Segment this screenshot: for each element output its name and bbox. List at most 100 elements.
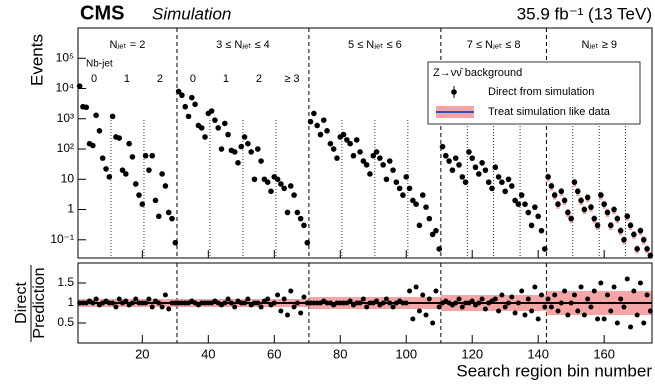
legend-label: Treat simulation like data	[488, 106, 611, 118]
ratio-point	[628, 324, 634, 330]
data-point	[297, 215, 304, 222]
data-point	[357, 149, 363, 155]
data-point	[241, 134, 248, 140]
data-point	[353, 137, 360, 143]
ratio-point	[380, 300, 386, 306]
ratio-point	[222, 300, 228, 306]
ratio-point	[347, 298, 353, 304]
ratio-point	[129, 300, 135, 306]
x-label: Search region bin number	[456, 361, 652, 380]
nb-label: 1	[223, 73, 229, 85]
data-point	[426, 215, 433, 222]
data-point	[390, 167, 396, 173]
data-point	[350, 152, 357, 159]
ratio-point	[506, 300, 511, 306]
ratio-point	[275, 292, 281, 298]
y-tick-label: 10⁴	[55, 81, 74, 95]
ratio-point	[357, 300, 363, 306]
ratio-point	[548, 304, 554, 310]
ratio-point	[288, 288, 294, 294]
data-point	[179, 92, 185, 99]
y-tick-label: 10⁻¹	[50, 232, 74, 246]
data-point	[515, 201, 522, 208]
x-tick-label: 160	[593, 346, 615, 361]
ratio-point	[360, 296, 366, 302]
data-point	[139, 201, 146, 208]
data-point	[545, 174, 551, 180]
data-point	[611, 206, 617, 213]
data-point	[518, 192, 525, 198]
data-point	[307, 118, 314, 125]
data-point	[156, 213, 162, 220]
data-point	[624, 213, 631, 220]
ratio-point	[159, 304, 165, 310]
data-point	[631, 231, 637, 238]
data-point	[413, 201, 419, 208]
data-point	[459, 174, 466, 180]
data-point	[106, 174, 113, 180]
ratio-point	[519, 288, 525, 294]
ratio-point	[608, 308, 614, 314]
data-point	[294, 209, 301, 216]
data-point	[489, 185, 495, 192]
x-tick-label: 80	[333, 346, 347, 361]
data-point	[594, 222, 601, 229]
data-point	[152, 197, 159, 204]
ratio-point	[591, 288, 597, 294]
ratio-point	[604, 292, 610, 298]
legend-title: Z→νν̄ background	[433, 67, 522, 79]
status: Simulation	[152, 4, 231, 23]
ratio-point	[162, 292, 168, 298]
data-point	[165, 209, 172, 216]
data-point	[136, 192, 142, 198]
data-point	[403, 174, 410, 180]
data-point	[400, 192, 406, 198]
data-point	[367, 171, 373, 177]
data-point	[449, 167, 456, 173]
data-point	[621, 236, 627, 243]
data-point	[235, 160, 241, 166]
data-point	[535, 213, 541, 220]
data-point	[287, 183, 294, 189]
data-point	[541, 246, 548, 252]
ratio-point	[522, 312, 528, 318]
data-point	[330, 146, 337, 152]
data-point	[192, 101, 198, 108]
x-tick-label: 60	[267, 346, 281, 361]
ratio-point	[509, 294, 515, 300]
data-point	[281, 185, 287, 192]
data-point	[311, 110, 317, 117]
data-point	[347, 140, 353, 147]
nb-label: 2	[157, 73, 163, 85]
data-point	[251, 176, 258, 183]
ratio-point	[542, 304, 548, 310]
data-point	[565, 209, 571, 216]
ratio-point	[644, 292, 650, 298]
ratio-point	[245, 296, 251, 302]
data-point	[278, 181, 284, 187]
data-point	[373, 149, 380, 155]
y-label: Events	[27, 34, 46, 86]
data-point	[644, 246, 650, 252]
data-point	[202, 134, 208, 140]
data-point	[291, 192, 297, 198]
data-point	[231, 149, 238, 155]
data-point	[83, 104, 90, 111]
group-label: 3 ≤ Nⱼₑₜ ≤ 4	[216, 39, 270, 51]
data-point	[601, 201, 607, 208]
data-point	[383, 176, 390, 183]
group-label: 7 ≤ Nⱼₑₜ ≤ 8	[467, 39, 521, 51]
y-tick-label: 10²	[57, 141, 74, 155]
data-point	[528, 222, 535, 229]
data-point	[212, 117, 218, 123]
data-point	[221, 120, 228, 127]
data-point	[561, 197, 568, 204]
data-point	[99, 155, 106, 161]
ratio-point	[456, 296, 462, 302]
data-point	[264, 179, 271, 186]
data-point	[423, 204, 429, 210]
data-point	[126, 140, 132, 147]
data-point	[109, 113, 116, 120]
ratio-point	[232, 304, 238, 310]
